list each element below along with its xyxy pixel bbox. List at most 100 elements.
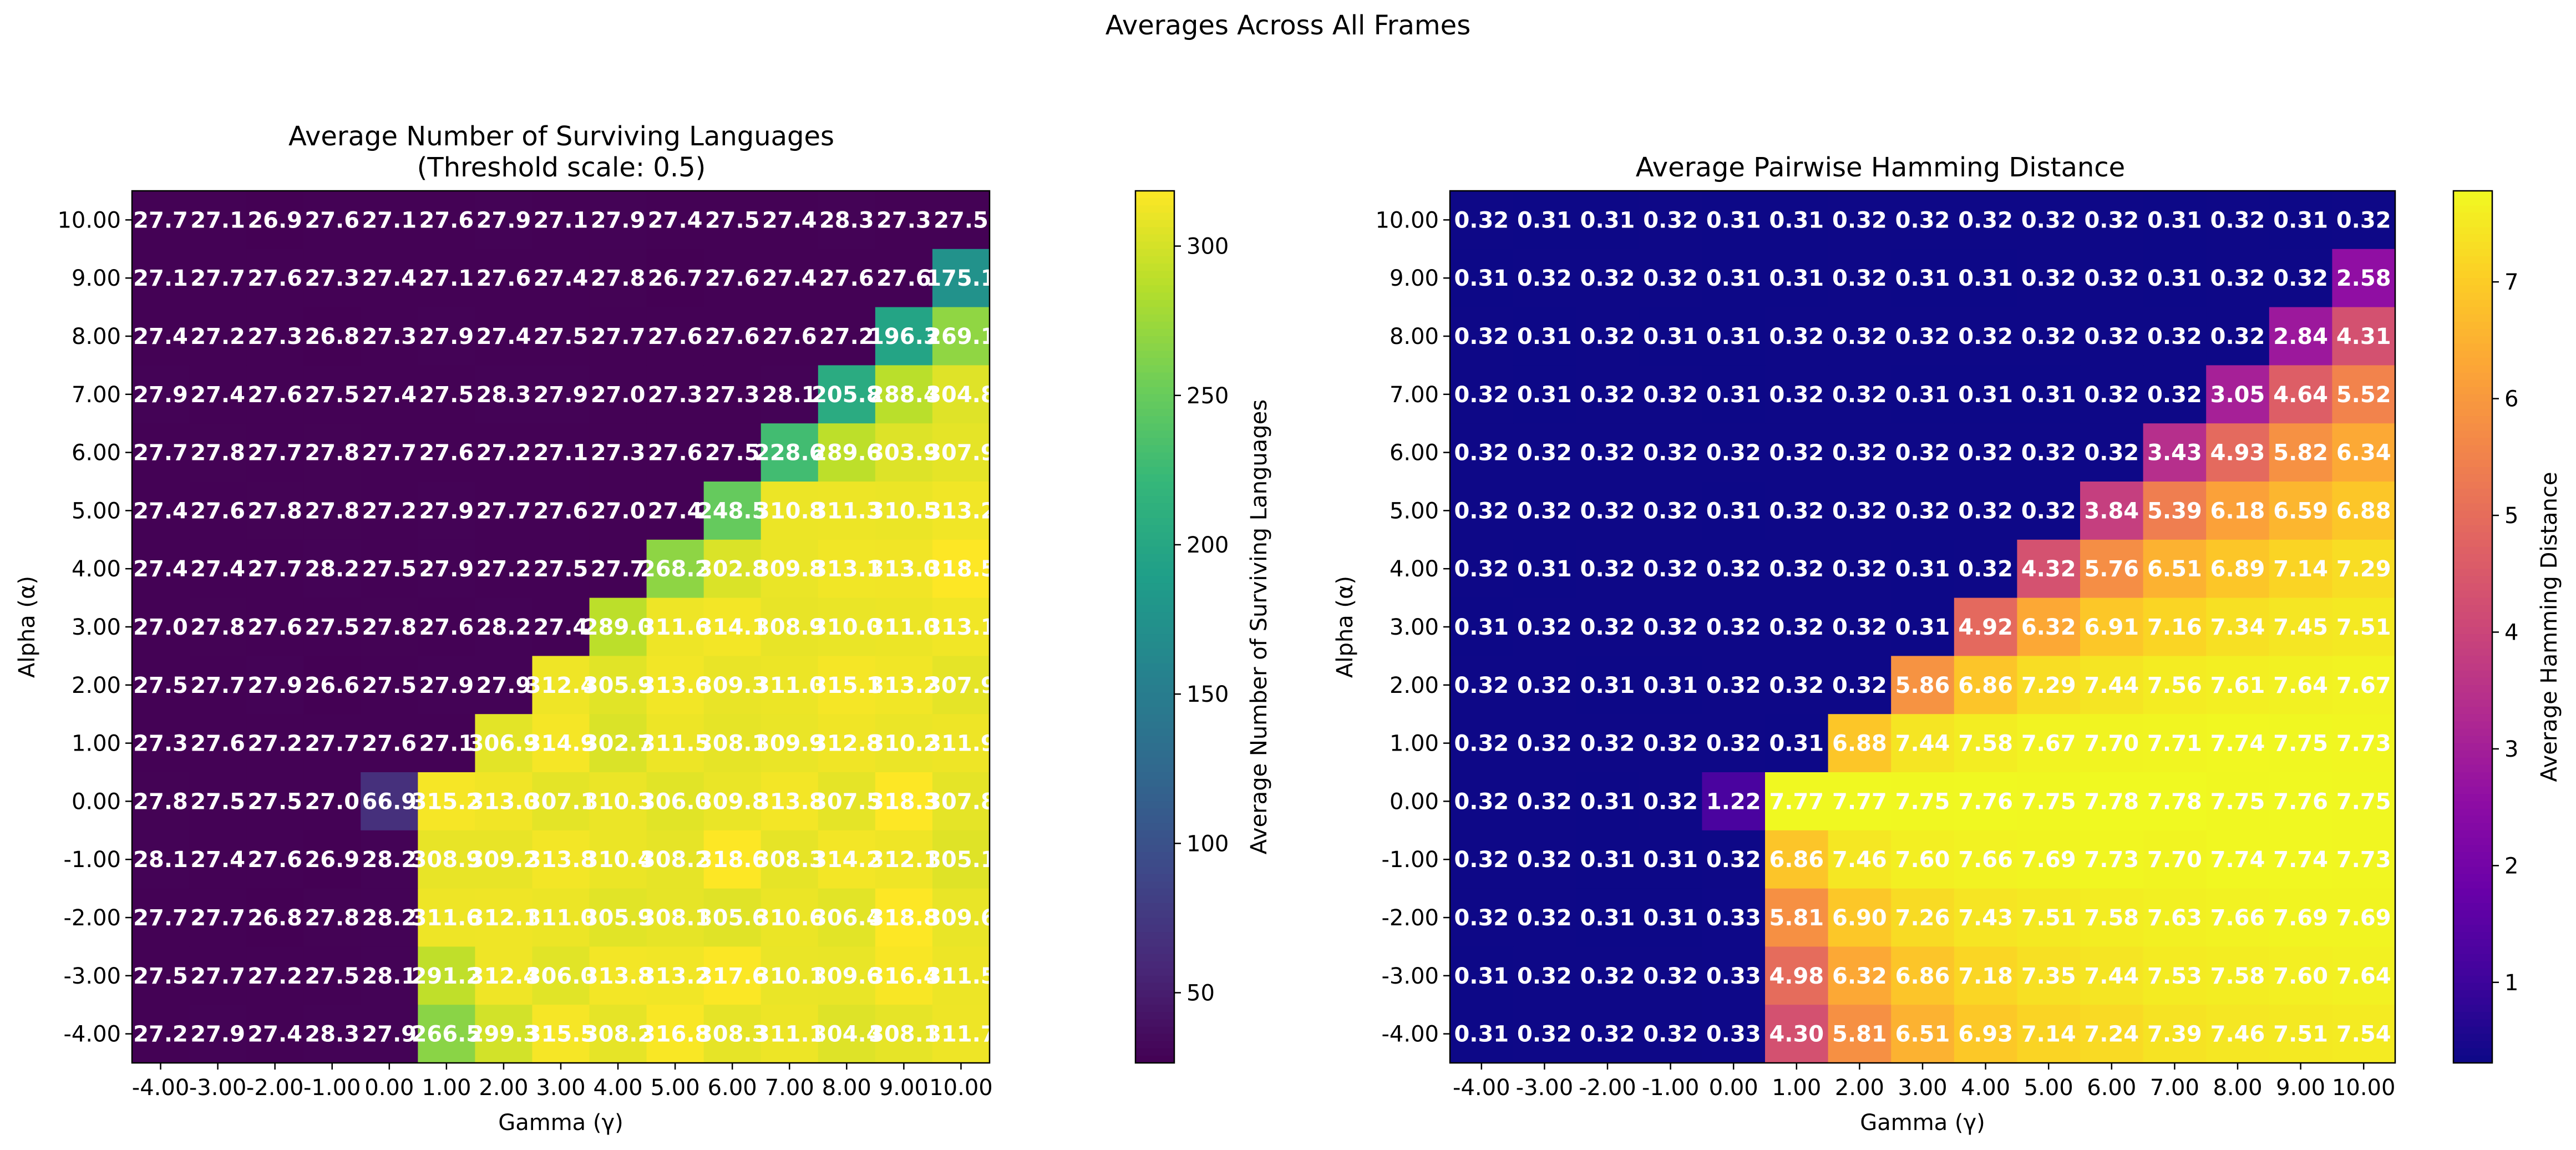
colorbar-slice: [1135, 692, 1174, 700]
cell-value-label: 0.32: [1643, 440, 1698, 466]
heatmap-cell: [1954, 191, 2017, 250]
heatmap-cell: [132, 191, 190, 250]
colorbar-slice: [1135, 634, 1174, 642]
colorbar-slice: [1135, 670, 1174, 678]
cell-value-label: 306.0: [640, 789, 711, 814]
cell-value-label: 310.2: [869, 731, 939, 757]
cell-value-label: 27.5: [934, 207, 988, 233]
colorbar-slice: [2453, 1012, 2492, 1020]
cell-value-label: 313.1: [926, 615, 996, 640]
x-tick-label: -2.00: [1579, 1075, 1636, 1101]
cell-value-label: 309.2: [469, 847, 539, 873]
cell-value-label: 248.5: [697, 498, 768, 524]
heatmap-cell: [246, 365, 304, 424]
heatmap-cell: [418, 830, 475, 889]
colorbar-slice: [1135, 815, 1174, 824]
cell-value-label: 0.32: [1454, 440, 1509, 466]
colorbar-slice: [1135, 379, 1174, 388]
cell-value-label: 196.3: [869, 324, 939, 349]
cell-value-label: 7.53: [2147, 964, 2202, 989]
cell-value-label: 28.3: [476, 382, 531, 408]
cell-value-label: 314.1: [697, 615, 768, 640]
cell-value-label: 0.31: [1580, 847, 1635, 873]
heatmap-cell: [2017, 772, 2081, 831]
cell-value-label: 27.1: [362, 207, 417, 233]
colorbar-slice: [1135, 264, 1174, 271]
colorbar-slice: [2453, 801, 2492, 809]
right-colorbar: 1 2 3 4 5 6 7: [2452, 190, 2518, 1064]
cell-value-label: 27.5: [534, 324, 589, 349]
right-y-axis-ticks: 10.00 9.00 8.00 7.00 6.00 5.00 4.00 3.00 2.00 1.0…: [1375, 207, 1450, 1047]
cell-value-label: 0.32: [2021, 207, 2076, 233]
cell-value-label: 0.31: [1643, 673, 1698, 698]
heatmap-cell: [2017, 249, 2081, 308]
heatmap-cell: [1576, 482, 1640, 540]
cell-value-label: 0.32: [1517, 498, 1572, 524]
heatmap-cell: [1891, 539, 1955, 599]
colorbar-slice: [1135, 561, 1174, 569]
heatmap-cell: [1828, 597, 1892, 656]
cell-value-label: 266.5: [412, 1022, 482, 1047]
cell-value-label: 27.6: [419, 615, 474, 640]
cell-value-label: 0.32: [2021, 498, 2076, 524]
heatmap-cell: [418, 423, 475, 482]
heatmap-cell: [189, 656, 247, 715]
cell-value-label: 0.32: [1517, 847, 1572, 873]
cell-value-label: 0.31: [1706, 324, 1761, 349]
cell-value-label: 27.1: [190, 207, 245, 233]
figure-title: Averages Across All Frames: [1105, 10, 1471, 41]
colorbar-slice: [1135, 518, 1174, 526]
heatmap-cell: [2332, 714, 2396, 773]
heatmap-cell: [875, 830, 933, 889]
x-tick-label: 0.00: [1709, 1075, 1758, 1101]
cell-value-label: 7.74: [2210, 847, 2265, 873]
cell-value-label: 0.32: [1580, 964, 1635, 989]
heatmap-cell: [2143, 946, 2207, 1005]
colorbar-slice: [2453, 743, 2492, 751]
cell-value-label: 0.32: [1454, 207, 1509, 233]
heatmap-cell: [932, 772, 990, 831]
heatmap-cell: [646, 482, 704, 540]
colorbar-slice: [1135, 1019, 1174, 1027]
heatmap-cell: [189, 888, 247, 947]
cell-value-label: 1.22: [1706, 789, 1761, 814]
heatmap-cell: [2143, 597, 2207, 656]
colorbar-slice: [1135, 351, 1174, 359]
heatmap-cell: [2143, 714, 2207, 773]
x-tick-label: 7.00: [2150, 1075, 2199, 1101]
cell-value-label: 27.3: [247, 324, 302, 349]
heatmap-cell: [1828, 482, 1892, 540]
cell-value-label: 27.6: [190, 498, 245, 524]
cell-value-label: 7.64: [2336, 964, 2391, 989]
colorbar-slice: [1135, 888, 1174, 896]
cell-value-label: 27.6: [247, 266, 302, 291]
heatmap-cell: [532, 888, 590, 947]
cell-value-label: 0.32: [1706, 615, 1761, 640]
cell-value-label: 27.9: [419, 498, 474, 524]
right-x-axis-ticks: -4.00 -3.00 -2.00 -1.00 0.00 1.00 2.00 3.00 4.00…: [1453, 1063, 2395, 1101]
x-tick-label: 4.00: [594, 1075, 643, 1101]
heatmap-cell: [1954, 423, 2017, 482]
heatmap-cell: [475, 307, 533, 366]
hamming-distance-heatmap: Average Pairwise Hamming Distance 0.32 0.…: [1332, 152, 2562, 1136]
colorbar-slice: [1135, 982, 1174, 991]
cell-value-label: 27.6: [534, 498, 589, 524]
heatmap-cell: [1639, 482, 1702, 540]
heatmap-cell: [1450, 365, 1514, 424]
colorbar-slice: [2453, 975, 2492, 984]
heatmap-cell: [132, 423, 190, 482]
cell-value-label: 27.4: [648, 498, 703, 524]
y-tick-label: -4.00: [64, 1022, 121, 1047]
heatmap-cell: [1513, 830, 1576, 889]
cell-value-label: 7.66: [2210, 905, 2265, 931]
colorbar-tick-label: 100: [1186, 831, 1229, 857]
heatmap-cell: [418, 714, 475, 773]
colorbar-slice: [2453, 997, 2492, 1005]
left-x-axis-ticks: -4.00 -3.00 -2.00 -1.00 0.00 1.00 2.00 3.00 4.00…: [132, 1063, 993, 1101]
cell-value-label: 27.7: [305, 731, 359, 757]
cell-value-label: 0.31: [1643, 847, 1698, 873]
colorbar-slice: [2453, 278, 2492, 286]
cell-value-label: 311.5: [926, 964, 996, 989]
cell-value-label: 27.8: [305, 498, 359, 524]
cell-value-label: 311.1: [754, 1022, 825, 1047]
